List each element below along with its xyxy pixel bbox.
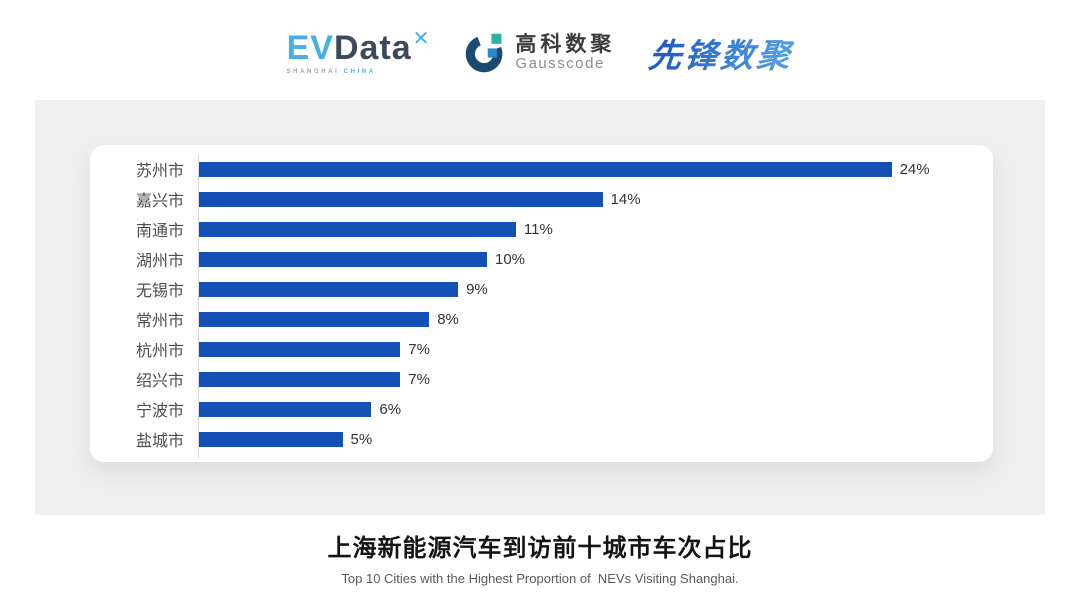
bar-area: 24% [198, 161, 993, 178]
evdata-wordmark: EV Data ✕ [286, 28, 431, 67]
gausscode-logo: 高科数聚 Gausscode [463, 31, 615, 75]
bar [198, 311, 430, 327]
bar [198, 401, 372, 417]
value-label: 6% [379, 400, 402, 418]
chart-title: 上海新能源汽车到访前十城市车次占比 [327, 535, 753, 562]
bar-area: 8% [198, 311, 993, 328]
city-label: 南通市 [135, 223, 184, 240]
bar [198, 431, 343, 447]
header-logo-strip: EV Data ✕ SHANGHAI CHINA 高科数聚 Gausscode 先锋… [0, 0, 1080, 100]
y-axis-line [198, 154, 199, 458]
chart-card: 苏州市 24% 嘉兴市 14% 南通市 11% 湖州市 10% 无锡市 9% 常州市 8% 杭州市 7% 绍… [90, 145, 993, 462]
city-label: 无锡市 [135, 283, 184, 300]
bar-row: 绍兴市 7% [90, 364, 993, 394]
bar-row: 湖州市 10% [90, 244, 993, 274]
value-label: 11% [523, 220, 553, 238]
value-label: 7% [408, 370, 430, 388]
bar-row: 常州市 8% [90, 304, 993, 334]
gausscode-g-icon [466, 33, 503, 73]
evdata-ev-text: EV [286, 29, 334, 67]
bar [198, 191, 603, 207]
value-label: 24% [899, 160, 930, 178]
city-label: 盐城市 [135, 433, 184, 450]
city-label: 嘉兴市 [135, 193, 184, 210]
bar [198, 251, 487, 267]
chart-panel: 苏州市 24% 嘉兴市 14% 南通市 11% 湖州市 10% 无锡市 9% 常州市 8% 杭州市 7% 绍… [35, 100, 1045, 515]
value-label: 10% [495, 250, 526, 268]
gausscode-text: 高科数聚 Gausscode [515, 34, 615, 72]
bar [198, 371, 401, 387]
city-label: 宁波市 [135, 403, 184, 420]
evdata-x-icon: ✕ [412, 28, 431, 50]
bar-area: 5% [198, 431, 993, 448]
bar-row: 杭州市 7% [90, 334, 993, 364]
chart-caption: 上海新能源汽车到访前十城市车次占比 Top 10 Cities with the… [0, 528, 1080, 586]
bar-row: 宁波市 6% [90, 394, 993, 424]
bar-area: 7% [198, 341, 993, 358]
bar [198, 341, 401, 357]
city-label: 苏州市 [135, 163, 184, 180]
value-label: 5% [350, 430, 373, 448]
evdata-logo: EV Data ✕ SHANGHAI CHINA [286, 28, 431, 75]
city-label: 常州市 [135, 313, 184, 330]
bar-area: 9% [198, 281, 993, 298]
bar-area: 7% [198, 371, 993, 388]
bar-rows-container: 苏州市 24% 嘉兴市 14% 南通市 11% 湖州市 10% 无锡市 9% 常州市 8% 杭州市 7% 绍… [90, 154, 993, 454]
evdata-data-text: Data [333, 29, 412, 67]
bar-row: 盐城市 5% [90, 424, 993, 454]
value-label: 7% [408, 340, 430, 358]
bar-row: 苏州市 24% [90, 154, 993, 184]
evdata-china-text: CHINA [343, 69, 376, 75]
bar-row: 无锡市 9% [90, 274, 993, 304]
value-label: 8% [437, 310, 459, 328]
bar [198, 221, 516, 237]
city-label: 绍兴市 [135, 373, 184, 390]
bar-area: 6% [198, 401, 993, 418]
city-label: 湖州市 [135, 253, 184, 270]
gausscode-en-text: Gausscode [515, 55, 605, 73]
bar-area: 14% [198, 191, 993, 208]
bar-area: 10% [198, 251, 993, 268]
city-label: 杭州市 [135, 343, 184, 360]
bar [198, 161, 892, 177]
bar-row: 南通市 11% [90, 214, 993, 244]
xianfeng-logo: 先锋数聚 [647, 29, 796, 77]
evdata-shanghai-text: SHANGHAI [286, 69, 340, 75]
bar-chart: 苏州市 24% 嘉兴市 14% 南通市 11% 湖州市 10% 无锡市 9% 常州市 8% 杭州市 7% 绍… [90, 154, 993, 458]
gausscode-cn-text: 高科数聚 [515, 33, 616, 57]
value-label: 9% [466, 280, 488, 298]
value-label: 14% [610, 190, 641, 208]
bar [198, 281, 459, 297]
evdata-subline: SHANGHAI CHINA [287, 69, 430, 75]
bar-area: 11% [198, 221, 993, 238]
bar-row: 嘉兴市 14% [90, 184, 993, 214]
chart-subtitle: Top 10 Cities with the Highest Proportio… [341, 571, 739, 586]
